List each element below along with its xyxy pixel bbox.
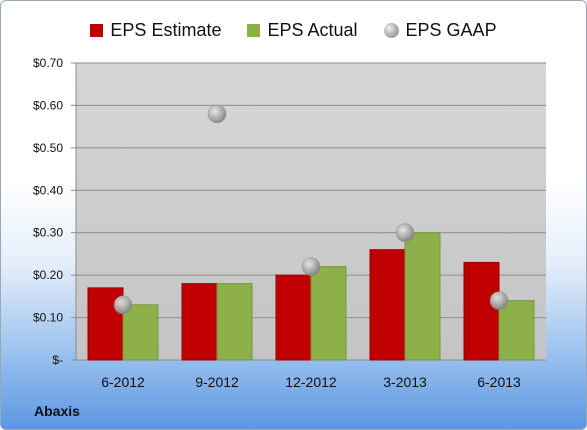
legend-label-estimate: EPS Estimate bbox=[110, 19, 222, 40]
point-eps-gaap bbox=[395, 223, 415, 242]
bar-eps-actual bbox=[122, 304, 159, 361]
x-tick-label: 9-2012 bbox=[195, 374, 239, 390]
y-tick-label: $0.30 bbox=[33, 226, 63, 240]
legend-swatch-actual bbox=[247, 23, 261, 37]
company-name: Abaxis bbox=[34, 403, 80, 419]
bar-eps-actual bbox=[216, 283, 253, 361]
y-tick-label: $0.70 bbox=[33, 56, 63, 70]
bar-eps-actual bbox=[310, 266, 347, 361]
y-tick-label: $0.20 bbox=[33, 268, 63, 282]
y-tick-label: $0.10 bbox=[33, 311, 63, 325]
y-tick-label: $0.50 bbox=[33, 141, 63, 155]
bar-eps-estimate bbox=[369, 249, 406, 361]
x-tick-label: 3-2013 bbox=[383, 374, 427, 390]
legend-item-estimate: EPS Estimate bbox=[90, 20, 221, 41]
legend-label-gaap: EPS GAAP bbox=[405, 19, 497, 40]
bar-eps-actual bbox=[498, 300, 535, 361]
legend-item-gaap: EPS GAAP bbox=[383, 19, 497, 41]
point-eps-gaap bbox=[301, 257, 321, 276]
point-eps-gaap bbox=[113, 295, 133, 315]
legend: EPS Estimate EPS Actual EPS GAAP bbox=[1, 16, 586, 44]
x-tick-label: 6-2013 bbox=[477, 374, 521, 390]
bar-eps-actual bbox=[404, 232, 441, 361]
y-tick-label: $0.40 bbox=[33, 183, 63, 197]
legend-swatch-estimate bbox=[90, 23, 104, 37]
y-tick-label: $- bbox=[52, 353, 63, 367]
x-tick-label: 6-2012 bbox=[101, 374, 145, 390]
y-tick-label: $0.60 bbox=[33, 98, 63, 112]
legend-item-actual: EPS Actual bbox=[247, 19, 358, 41]
point-eps-gaap bbox=[489, 291, 509, 310]
bar-eps-estimate bbox=[463, 261, 500, 361]
bar-eps-estimate bbox=[275, 274, 312, 361]
legend-label-actual: EPS Actual bbox=[267, 19, 358, 40]
legend-swatch-gaap bbox=[383, 22, 399, 38]
bar-eps-estimate bbox=[181, 283, 218, 361]
point-eps-gaap bbox=[207, 104, 227, 124]
x-tick-label: 12-2012 bbox=[285, 374, 337, 390]
